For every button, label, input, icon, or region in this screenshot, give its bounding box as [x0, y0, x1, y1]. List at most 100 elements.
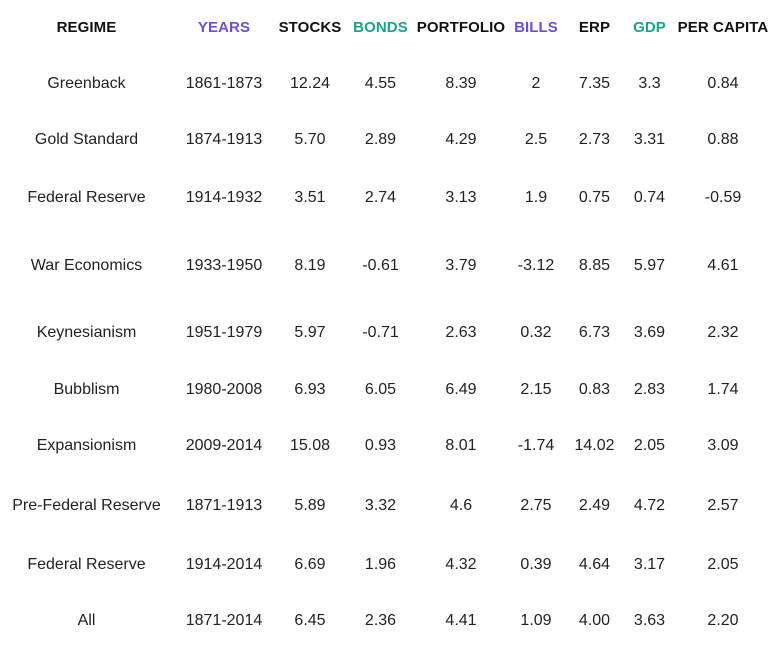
cell-per-capita: 2.32 [707, 324, 739, 341]
cell-gdp: 2.83 [633, 380, 666, 398]
cell-years: 1980-2008 [185, 380, 263, 398]
cell-stocks: 6.93 [294, 380, 326, 398]
cell-gdp: 4.72 [633, 497, 666, 514]
cell-per-capita: 2.57 [707, 497, 739, 514]
cell-portfolio: 3.13 [445, 189, 477, 206]
cell-regime: Federal Reserve [27, 555, 146, 573]
table-row: Expansionism 2009-2014 15.08 0.93 8.01 -… [0, 417, 770, 475]
cell-erp: 8.85 [578, 257, 611, 274]
table-row: War Economics 1933-1950 8.19 -0.61 3.79 … [0, 228, 770, 304]
cell-erp: 7.35 [578, 74, 611, 92]
header-bonds: BONDS [353, 19, 408, 36]
header-portfolio: PORTFOLIO [416, 19, 506, 36]
cell-stocks: 6.69 [294, 555, 326, 573]
header-stocks: STOCKS [278, 19, 342, 36]
header-bills: BILLS [514, 19, 558, 36]
table-row: Bubblism 1980-2008 6.93 6.05 6.49 2.15 0… [0, 362, 770, 417]
table-row: Federal Reserve 1914-2014 6.69 1.96 4.32… [0, 537, 770, 592]
cell-per-capita: 4.61 [707, 257, 739, 274]
cell-bonds: 2.36 [364, 611, 397, 629]
cell-erp: 14.02 [574, 437, 615, 454]
cell-stocks: 6.45 [294, 611, 326, 629]
cell-bonds: 0.93 [364, 437, 397, 454]
cell-bonds: -0.71 [362, 324, 399, 341]
cell-years: 1914-2014 [185, 555, 263, 573]
cell-erp: 2.73 [578, 131, 611, 148]
cell-gdp: 5.97 [633, 257, 666, 274]
cell-stocks: 5.89 [294, 497, 326, 514]
cell-stocks: 5.70 [294, 131, 326, 148]
cell-gdp: 3.63 [633, 611, 666, 629]
cell-portfolio: 4.6 [449, 497, 473, 514]
cell-regime: Gold Standard [34, 131, 139, 148]
cell-bills: 2.5 [524, 131, 548, 148]
cell-bills: 1.9 [524, 189, 548, 206]
cell-bills: 2.75 [520, 497, 552, 514]
cell-bonds: 6.05 [364, 380, 397, 398]
cell-portfolio: 4.32 [445, 555, 477, 573]
cell-bills: 1.09 [520, 611, 552, 629]
cell-stocks: 5.97 [294, 324, 326, 341]
cell-bonds: -0.61 [362, 257, 399, 274]
header-gdp: GDP [633, 19, 666, 36]
table-row: All 1871-2014 6.45 2.36 4.41 1.09 4.00 3… [0, 592, 770, 649]
cell-bills: -3.12 [517, 257, 555, 274]
cell-regime: Expansionism [36, 437, 137, 454]
cell-gdp: 0.74 [633, 189, 666, 206]
cell-per-capita: -0.59 [704, 189, 742, 206]
header-years: YEARS [197, 19, 251, 36]
cell-erp: 0.75 [578, 189, 611, 206]
cell-erp: 6.73 [578, 324, 611, 341]
table-header-row: REGIME YEARS STOCKS BONDS PORTFOLIO BILL… [0, 0, 770, 55]
cell-bonds: 2.74 [364, 189, 397, 206]
cell-bills: 0.32 [520, 324, 552, 341]
cell-years: 1861-1873 [185, 74, 263, 92]
cell-bonds: 2.89 [364, 131, 397, 148]
cell-per-capita: 1.74 [707, 380, 739, 398]
table-row: Pre-Federal Reserve 1871-1913 5.89 3.32 … [0, 475, 770, 537]
cell-stocks: 8.19 [294, 257, 326, 274]
cell-years: 1951-1979 [185, 324, 263, 341]
cell-per-capita: 2.05 [707, 555, 739, 573]
header-erp: ERP [578, 19, 611, 36]
cell-regime: Federal Reserve [27, 189, 146, 206]
cell-regime: Keynesianism [36, 324, 137, 341]
cell-per-capita: 2.20 [707, 611, 739, 629]
cell-gdp: 3.69 [633, 324, 666, 341]
cell-erp: 4.00 [578, 611, 611, 629]
cell-portfolio: 3.79 [445, 257, 477, 274]
cell-stocks: 12.24 [289, 74, 331, 92]
table-row: Gold Standard 1874-1913 5.70 2.89 4.29 2… [0, 112, 770, 168]
cell-bills: -1.74 [517, 437, 555, 454]
cell-stocks: 15.08 [289, 437, 331, 454]
cell-years: 1933-1950 [185, 257, 263, 274]
cell-erp: 0.83 [578, 380, 611, 398]
cell-per-capita: 3.09 [707, 437, 739, 454]
cell-years: 2009-2014 [185, 437, 263, 454]
cell-per-capita: 0.84 [707, 74, 739, 92]
cell-gdp: 3.3 [638, 74, 661, 92]
cell-years: 1871-1913 [185, 497, 263, 514]
cell-regime: Greenback [47, 74, 126, 92]
cell-regime: Bubblism [53, 380, 120, 398]
cell-portfolio: 4.29 [445, 131, 477, 148]
cell-regime: War Economics [30, 257, 143, 274]
cell-bonds: 1.96 [364, 555, 397, 573]
cell-portfolio: 6.49 [445, 380, 477, 398]
cell-erp: 2.49 [578, 497, 611, 514]
cell-portfolio: 4.41 [445, 611, 477, 629]
cell-bills: 2 [531, 74, 541, 92]
header-regime: REGIME [56, 19, 117, 36]
cell-regime: All [77, 611, 96, 629]
cell-portfolio: 2.63 [445, 324, 477, 341]
cell-years: 1914-1932 [185, 189, 263, 206]
header-per-capita: PER CAPITA [677, 19, 769, 36]
cell-bills: 0.39 [520, 555, 552, 573]
cell-bonds: 4.55 [364, 74, 397, 92]
cell-years: 1871-2014 [185, 611, 263, 629]
table-row: Greenback 1861-1873 12.24 4.55 8.39 2 7.… [0, 55, 770, 112]
cell-portfolio: 8.01 [445, 437, 477, 454]
cell-years: 1874-1913 [185, 131, 263, 148]
cell-erp: 4.64 [578, 555, 611, 573]
